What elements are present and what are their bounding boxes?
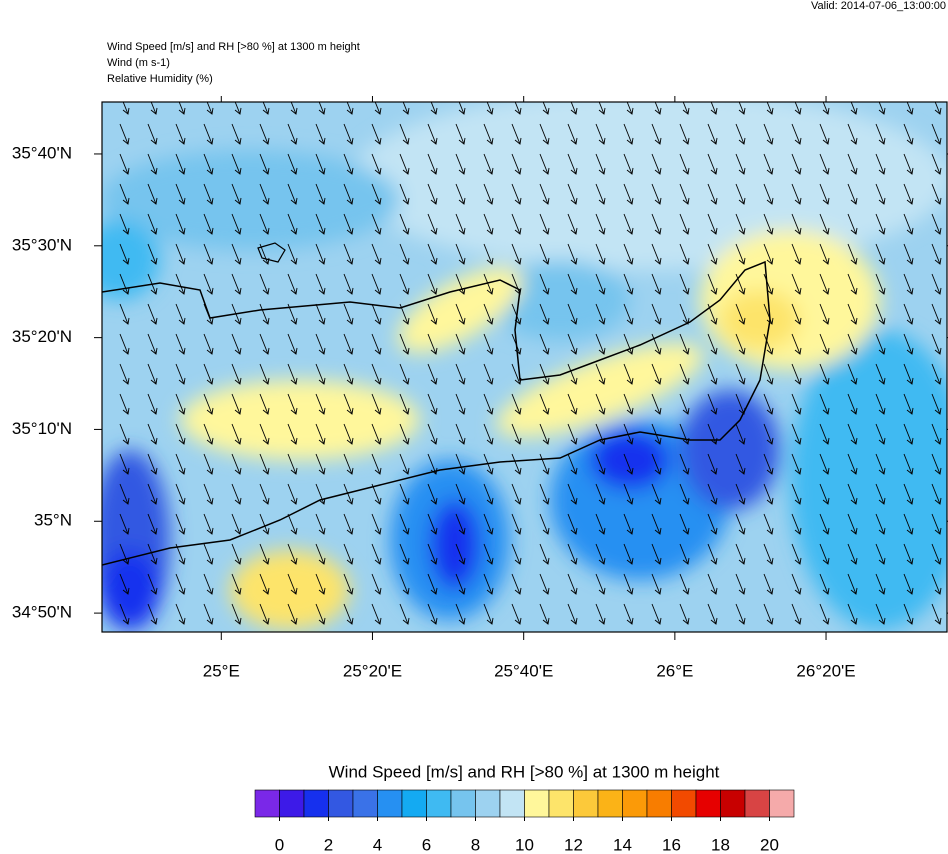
colorbar-swatch xyxy=(279,789,305,818)
colorbar-swatch xyxy=(524,789,550,818)
colorbar-swatch xyxy=(426,789,452,818)
title-line: Relative Humidity (%) xyxy=(107,73,213,85)
colorbar-tick-label: 6 xyxy=(422,835,431,854)
title-line: Wind Speed [m/s] and RH [>80 %] at 1300 … xyxy=(107,41,360,53)
colorbar-tick-label: 18 xyxy=(711,835,730,854)
y-tick-label: 35°40'N xyxy=(12,143,72,162)
colorbar-swatch xyxy=(450,789,476,818)
colorbar-swatch xyxy=(769,789,795,818)
colorbar-title: Wind Speed [m/s] and RH [>80 %] at 1300 … xyxy=(329,762,720,781)
colorbar-swatch xyxy=(328,789,354,818)
y-tick-label: 35°30'N xyxy=(12,235,72,254)
colorbar-tick-label: 8 xyxy=(471,835,480,854)
wind-vectors xyxy=(102,102,947,632)
colorbar-swatch xyxy=(720,789,746,818)
colorbar-swatch xyxy=(499,789,525,818)
x-tick-label: 25°40'E xyxy=(494,661,553,680)
y-tick-label: 35°20'N xyxy=(12,327,72,346)
y-tick-label: 34°50'N xyxy=(12,603,72,622)
valid-time: Valid: 2014-07-06_13:00:00 xyxy=(811,0,946,12)
colorbar-tick-label: 0 xyxy=(275,835,284,854)
colorbar-tick-label: 4 xyxy=(373,835,382,854)
colorbar-tick-label: 16 xyxy=(662,835,681,854)
colorbar-swatch xyxy=(303,789,329,818)
x-tick-label: 26°20'E xyxy=(796,661,855,680)
island xyxy=(257,242,286,263)
colorbar-swatch xyxy=(548,789,574,818)
y-tick-label: 35°10'N xyxy=(12,419,72,438)
colorbar-swatch xyxy=(671,789,697,818)
x-tick-label: 25°E xyxy=(203,661,240,680)
colorbar-swatch xyxy=(744,789,770,818)
colorbar-tick-label: 12 xyxy=(564,835,583,854)
y-tick-label: 35°N xyxy=(34,511,72,530)
x-tick-label: 26°E xyxy=(656,661,693,680)
colorbar-swatch xyxy=(475,789,501,818)
colorbar-tick-label: 2 xyxy=(324,835,333,854)
colorbar-tick-label: 10 xyxy=(515,835,534,854)
colorbar-swatch xyxy=(401,789,427,818)
colorbar-swatch xyxy=(597,789,623,818)
colorbar-tick-label: 14 xyxy=(613,835,632,854)
title-line: Wind (m s-1) xyxy=(107,57,170,69)
colorbar-swatch xyxy=(352,789,378,818)
x-tick-label: 25°20'E xyxy=(343,661,402,680)
colorbar-swatch xyxy=(377,789,403,818)
colorbar-swatch xyxy=(622,789,648,818)
coastline xyxy=(102,260,771,566)
colorbar-swatch xyxy=(254,789,280,818)
map-frame xyxy=(101,101,948,633)
colorbar-swatch xyxy=(573,789,599,818)
colorbar-swatch xyxy=(646,789,672,818)
map-field xyxy=(102,102,947,632)
colorbar-swatch xyxy=(695,789,721,818)
colorbar-tick-label: 20 xyxy=(760,835,779,854)
